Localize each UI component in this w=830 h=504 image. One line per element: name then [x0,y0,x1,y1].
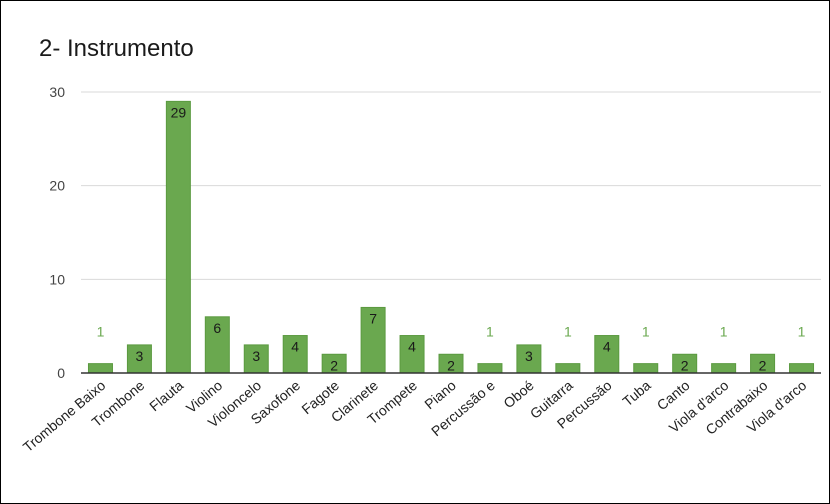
data-label: 6 [213,320,221,336]
data-label: 1 [798,324,806,340]
category-label: Flauta [146,377,186,414]
data-label: 7 [369,310,377,326]
data-label: 2 [330,357,338,373]
data-label: 1 [486,324,494,340]
y-tick-label: 20 [49,178,65,194]
bar [204,316,230,374]
bar [399,335,425,374]
bar [789,363,815,374]
data-label: 2 [681,357,689,373]
bar [243,344,269,374]
y-tick-label: 0 [57,365,65,381]
data-label: 4 [408,339,416,355]
bar [555,363,581,374]
bar [126,344,152,374]
y-tick-label: 30 [49,84,65,100]
y-tick-label: 10 [49,271,65,287]
bar [360,306,386,374]
data-label: 3 [136,348,144,364]
bar [633,363,659,374]
bar [165,100,191,374]
data-label: 2 [759,357,767,373]
bar [594,335,620,374]
data-label: 3 [252,348,260,364]
bar [477,363,503,374]
chart-title: 2- Instrumento [39,35,194,62]
data-label: 1 [564,324,572,340]
data-label: 2 [447,357,455,373]
data-label: 1 [97,324,105,340]
bar [282,335,308,374]
bar [516,344,542,374]
data-label: 3 [525,348,533,364]
data-label: 29 [171,104,187,120]
data-label: 1 [642,324,650,340]
data-label: 4 [603,339,611,355]
bar [711,363,737,374]
category-label: Tuba [619,377,653,410]
data-label: 1 [720,324,728,340]
bar [87,363,113,374]
data-label: 4 [291,339,299,355]
